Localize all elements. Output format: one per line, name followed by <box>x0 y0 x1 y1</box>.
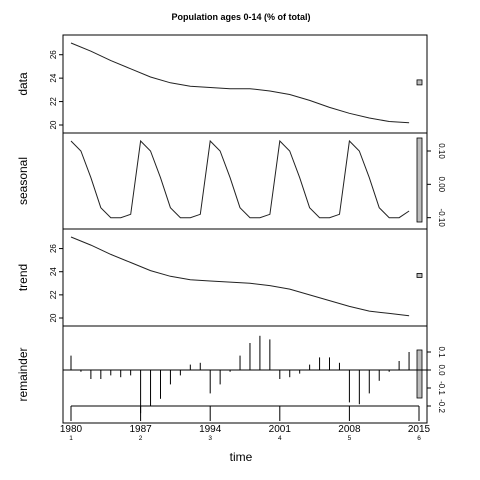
x-minor-label: 5 <box>348 435 352 442</box>
chart-title: Population ages 0-14 (% of total) <box>171 12 310 22</box>
series-line-seasonal <box>70 139 410 219</box>
x-tick-label: 1987 <box>129 424 152 435</box>
right-tick-label-remainder: 0.0 <box>437 364 446 376</box>
x-tick-label: 2008 <box>338 424 361 435</box>
right-tick-label-remainder: -0.1 <box>437 381 446 395</box>
x-tick-label: 1980 <box>60 424 83 435</box>
x-minor-label: 6 <box>417 435 421 442</box>
y-axis-label-remainder: remainder <box>16 347 30 401</box>
y-axis-label-data: data <box>16 72 30 96</box>
x-tick-label: 1994 <box>199 424 222 435</box>
scale-bar-data <box>416 79 423 86</box>
scale-bar-remainder <box>416 349 423 399</box>
right-tick-label-seasonal: 0.00 <box>437 177 446 193</box>
x-tick-label: 2015 <box>408 424 431 435</box>
y-tick-label-data: 20 <box>49 120 58 129</box>
x-tick-label: 2001 <box>269 424 292 435</box>
x-axis-label: time <box>230 450 253 464</box>
scale-bar-seasonal <box>416 137 423 223</box>
x-minor-label: 1 <box>69 435 73 442</box>
y-axis-label-trend: trend <box>16 264 30 291</box>
panel-frame-remainder <box>62 325 428 424</box>
series-line-trend <box>70 236 410 317</box>
x-minor-label: 4 <box>278 435 282 442</box>
scale-bar-trend <box>416 273 423 278</box>
y-tick-label-data: 26 <box>49 50 58 59</box>
x-minor-label: 2 <box>139 435 143 442</box>
y-tick-label-trend: 20 <box>49 313 58 322</box>
y-tick-label-data: 24 <box>49 73 58 82</box>
series-line-data <box>70 42 410 124</box>
y-tick-label-data: 22 <box>49 97 58 106</box>
y-tick-label-trend: 26 <box>49 244 58 253</box>
x-minor-label: 3 <box>208 435 212 442</box>
y-tick-label-trend: 24 <box>49 267 58 276</box>
right-tick-label-remainder: 0.1 <box>437 346 446 358</box>
y-tick-label-trend: 22 <box>49 290 58 299</box>
y-axis-label-seasonal: seasonal <box>16 157 30 205</box>
panel-frame-seasonal <box>62 132 428 230</box>
right-tick-label-remainder: -0.2 <box>437 399 446 413</box>
right-tick-label-seasonal: -0.10 <box>437 209 446 228</box>
right-tick-label-seasonal: 0.10 <box>437 143 446 159</box>
